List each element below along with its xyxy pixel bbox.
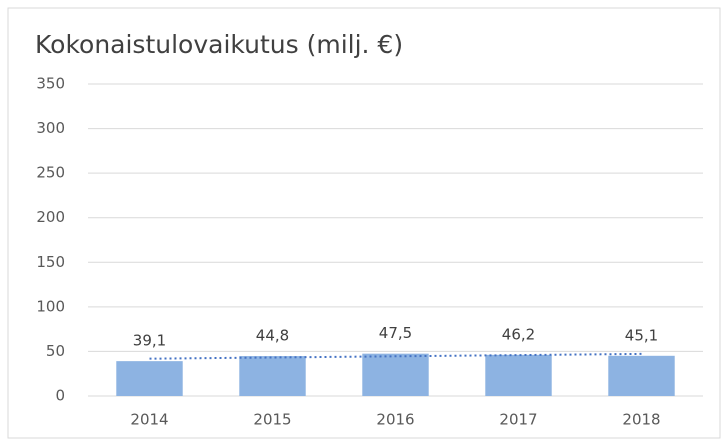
value-label: 44,8 [256, 327, 289, 345]
bar [116, 361, 183, 396]
value-label: 46,2 [502, 325, 535, 343]
trendline [149, 352, 642, 360]
y-tick-label: 200 [36, 208, 65, 226]
y-tick-label: 150 [36, 253, 65, 271]
x-tick-label: 2014 [130, 411, 168, 429]
x-tick-label: 2018 [622, 411, 660, 429]
bar [485, 354, 552, 396]
y-tick-label: 100 [36, 297, 65, 315]
x-tick-label: 2016 [376, 411, 414, 429]
bar [239, 356, 306, 396]
x-tick-label: 2015 [253, 411, 291, 429]
value-label: 45,1 [625, 326, 658, 344]
value-label: 39,1 [133, 332, 166, 350]
y-tick-label: 250 [36, 164, 65, 182]
bar [362, 353, 429, 396]
y-tick-label: 0 [55, 387, 65, 405]
value-label: 47,5 [379, 324, 412, 342]
y-tick-label: 350 [36, 75, 65, 93]
y-tick-label: 300 [36, 119, 65, 137]
y-tick-label: 50 [46, 342, 65, 360]
x-tick-label: 2017 [499, 411, 537, 429]
chart-title: Kokonaistulovaikutus (milj. €) [35, 30, 403, 59]
bar [608, 355, 675, 396]
